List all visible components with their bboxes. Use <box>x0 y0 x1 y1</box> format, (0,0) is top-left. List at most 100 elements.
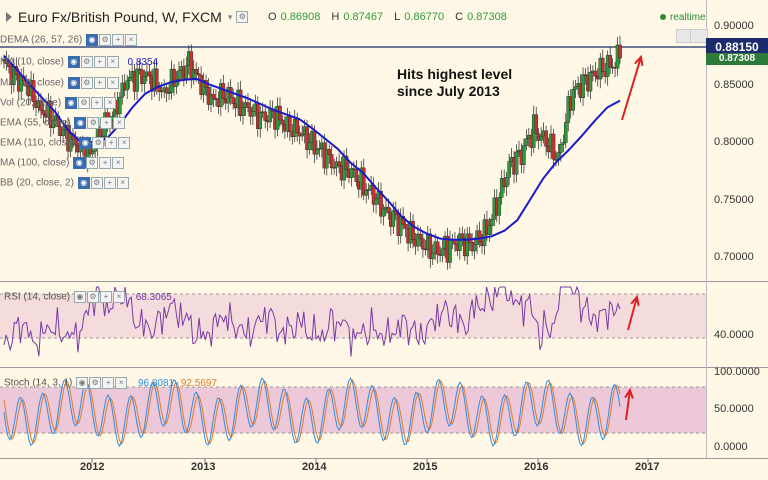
eye-icon[interactable]: ◉ <box>86 34 99 46</box>
stoch-tick: 50.0000 <box>714 403 754 415</box>
indicator-ma10a[interactable]: MA (10, close) ◉ ⚙ + × 0.8354 <box>0 56 158 68</box>
toggle-icon[interactable] <box>6 12 12 22</box>
dropdown-icon[interactable]: ▾ <box>227 11 233 22</box>
candle-body <box>344 155 349 170</box>
indicator-dema[interactable]: DEMA (26, 57, 26) ◉ ⚙ + × <box>0 34 138 46</box>
candle-body <box>337 161 341 166</box>
close-icon[interactable]: × <box>106 56 119 68</box>
panel-divider <box>0 281 768 282</box>
plus-icon[interactable]: + <box>100 117 113 129</box>
eye-icon[interactable]: ◉ <box>76 377 89 389</box>
settings-icon[interactable]: ⚙ <box>86 291 99 303</box>
year-label: 2016 <box>524 461 549 473</box>
plus-icon[interactable]: + <box>103 177 116 189</box>
settings-icon[interactable]: ⚙ <box>77 97 90 109</box>
plus-icon[interactable]: + <box>93 77 106 89</box>
close-icon[interactable]: × <box>103 97 116 109</box>
eye-icon[interactable]: ◉ <box>74 117 87 129</box>
panel-divider <box>0 367 768 368</box>
close-icon[interactable]: × <box>116 177 129 189</box>
price-arrow <box>621 56 642 121</box>
settings-icon[interactable]: ⚙ <box>99 34 112 46</box>
close-icon[interactable]: × <box>125 34 138 46</box>
candle-body <box>386 206 391 214</box>
candle-body <box>421 238 425 250</box>
plus-icon[interactable]: + <box>99 291 112 303</box>
candle-body <box>135 68 139 92</box>
year-label: 2014 <box>302 461 327 473</box>
plus-icon[interactable]: + <box>93 56 106 68</box>
stoch-legend[interactable]: Stoch (14, 3, 1) ◉ ⚙ + × 96.8081 92.5697 <box>4 377 217 389</box>
eye-icon[interactable]: ◉ <box>73 291 86 303</box>
close-icon[interactable]: × <box>113 117 126 129</box>
eye-icon[interactable]: ◉ <box>64 97 77 109</box>
maximize-icon[interactable] <box>690 29 708 43</box>
eye-icon[interactable]: ◉ <box>77 177 90 189</box>
plus-icon[interactable]: + <box>112 34 125 46</box>
close-icon[interactable]: × <box>106 77 119 89</box>
plus-icon[interactable]: + <box>102 377 115 389</box>
price-tick: 0.80000 <box>714 136 754 148</box>
candle-body <box>295 118 300 133</box>
indicator-ema110[interactable]: EMA (110, close) ◉ ⚙ + × <box>0 137 131 149</box>
high-value: 0.87467 <box>343 11 384 23</box>
settings-icon[interactable]: ⚙ <box>86 157 99 169</box>
candle-body <box>251 111 255 117</box>
close-icon[interactable]: × <box>115 377 128 389</box>
rsi-arrow-head <box>630 294 640 307</box>
candle-body <box>381 208 386 217</box>
candle-body <box>460 233 465 239</box>
candle-body <box>238 89 243 117</box>
candle-body <box>174 79 179 87</box>
candle-body <box>608 55 612 68</box>
axis-divider <box>0 458 768 459</box>
plus-icon[interactable]: + <box>105 137 118 149</box>
eye-icon[interactable]: ◉ <box>67 56 80 68</box>
settings-icon[interactable]: ⚙ <box>89 377 102 389</box>
indicator-ema55[interactable]: EMA (55, close) ◉ ⚙ + × <box>0 117 126 129</box>
settings-icon[interactable]: ⚙ <box>87 117 100 129</box>
low-value: 0.86770 <box>404 11 445 23</box>
close-icon[interactable]: × <box>118 137 131 149</box>
candle-body <box>7 63 11 68</box>
candle-body <box>391 210 396 227</box>
plus-icon[interactable]: + <box>90 97 103 109</box>
year-label: 2013 <box>191 461 216 473</box>
indicator-bb[interactable]: BB (20, close, 2) ◉ ⚙ + × <box>0 177 129 189</box>
indicator-label: DEMA (26, 57, 26) <box>0 34 83 46</box>
candle-body <box>448 239 452 263</box>
settings-icon[interactable]: ⚙ <box>80 56 93 68</box>
candle-body <box>364 190 369 196</box>
indicator-ma10b[interactable]: MA (10, close) ◉ ⚙ + × <box>0 77 119 89</box>
stoch-k-line <box>3 377 621 448</box>
eye-icon[interactable]: ◉ <box>73 157 86 169</box>
candle-body <box>201 80 206 95</box>
settings-icon[interactable]: ⚙ <box>90 177 103 189</box>
indicator-vol[interactable]: Vol (20, false) ◉ ⚙ + × <box>0 97 116 109</box>
candle-body <box>297 132 302 137</box>
settings-icon[interactable]: ⚙ <box>92 137 105 149</box>
candle-body <box>167 92 171 94</box>
settings-icon[interactable]: ⚙ <box>80 77 93 89</box>
candle-body <box>435 241 440 255</box>
indicator-ma100[interactable]: MA (100, close) ◉ ⚙ + × <box>0 157 125 169</box>
candle-body <box>428 233 433 259</box>
rsi-legend[interactable]: RSI (14, close) ◉ ⚙ + × 68.3065 <box>4 291 172 303</box>
candle-body <box>209 93 213 105</box>
candle-body <box>588 71 593 92</box>
plus-icon[interactable]: + <box>99 157 112 169</box>
close-icon[interactable]: × <box>112 291 125 303</box>
indicator-label: EMA (55, close) <box>0 117 71 129</box>
candle-body <box>231 97 235 104</box>
high-label: H <box>331 11 340 23</box>
settings-icon[interactable]: ⚙ <box>236 11 249 23</box>
rsi-tick: 40.0000 <box>714 329 754 341</box>
eye-icon[interactable]: ◉ <box>79 137 92 149</box>
close-icon[interactable]: × <box>112 157 125 169</box>
candle-body <box>61 129 65 137</box>
candle-body <box>307 142 312 150</box>
eye-icon[interactable]: ◉ <box>67 77 80 89</box>
indicator-label: Vol (20, false) <box>0 97 62 109</box>
candle-body <box>327 148 332 155</box>
